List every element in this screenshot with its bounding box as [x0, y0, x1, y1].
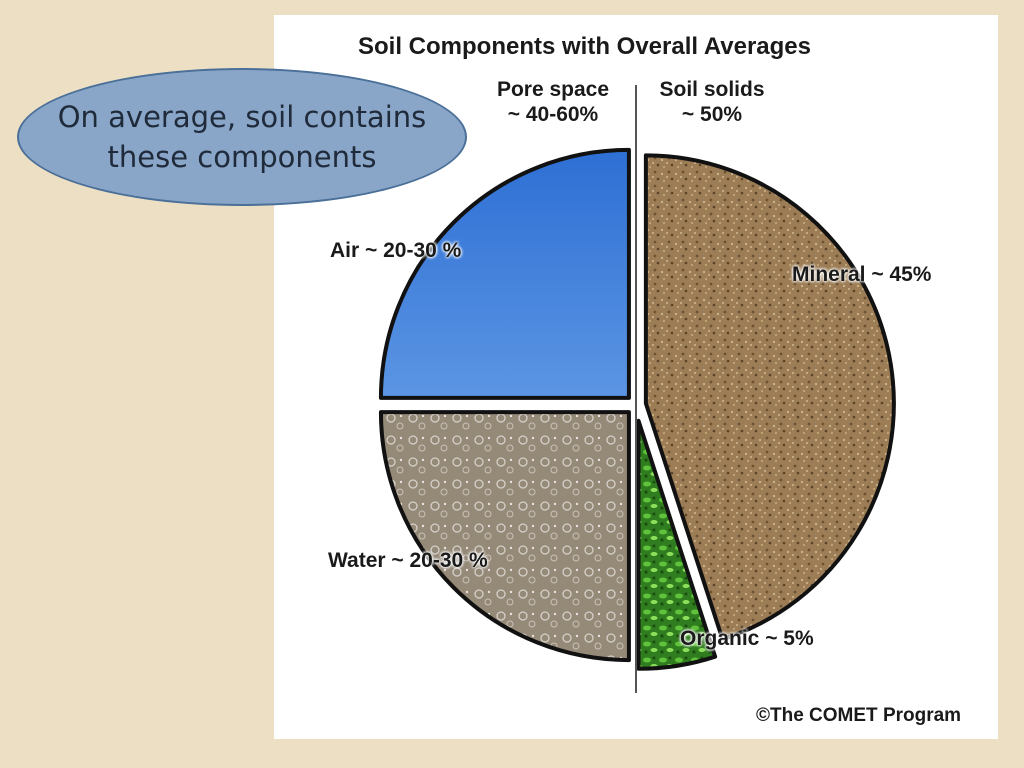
organic-slice-label: Organic ~ 5%	[680, 627, 814, 650]
pore-space-header: Pore space ~ 40-60%	[474, 77, 632, 127]
callout-text: On average, soil contains these componen…	[57, 100, 427, 174]
callout-bubble: On average, soil contains these componen…	[17, 68, 467, 206]
credit-text: ©The COMET Program	[756, 705, 962, 726]
pie-chart-figure: Soil Components with Overall Averages Po…	[274, 15, 998, 739]
pore-space-percent: ~ 40-60%	[507, 103, 599, 126]
air-slice-label: Air ~ 20-30 %	[330, 239, 462, 262]
pore-space-name: Pore space	[496, 78, 610, 101]
soil-solids-header: Soil solids ~ 50%	[642, 77, 782, 127]
mineral-slice-label: Mineral ~ 45%	[792, 263, 932, 286]
pie-slice-organic	[636, 418, 718, 671]
soil-solids-percent: ~ 50%	[681, 103, 743, 126]
water-slice-label: Water ~ 20-30 %	[328, 549, 488, 572]
pie-chart	[378, 85, 896, 693]
pie-slice-water	[378, 410, 631, 663]
pie-slice-air	[378, 147, 631, 400]
pie-slice-mineral	[643, 153, 896, 642]
soil-solids-name: Soil solids	[659, 78, 765, 101]
chart-title: Soil Components with Overall Averages	[358, 33, 811, 60]
